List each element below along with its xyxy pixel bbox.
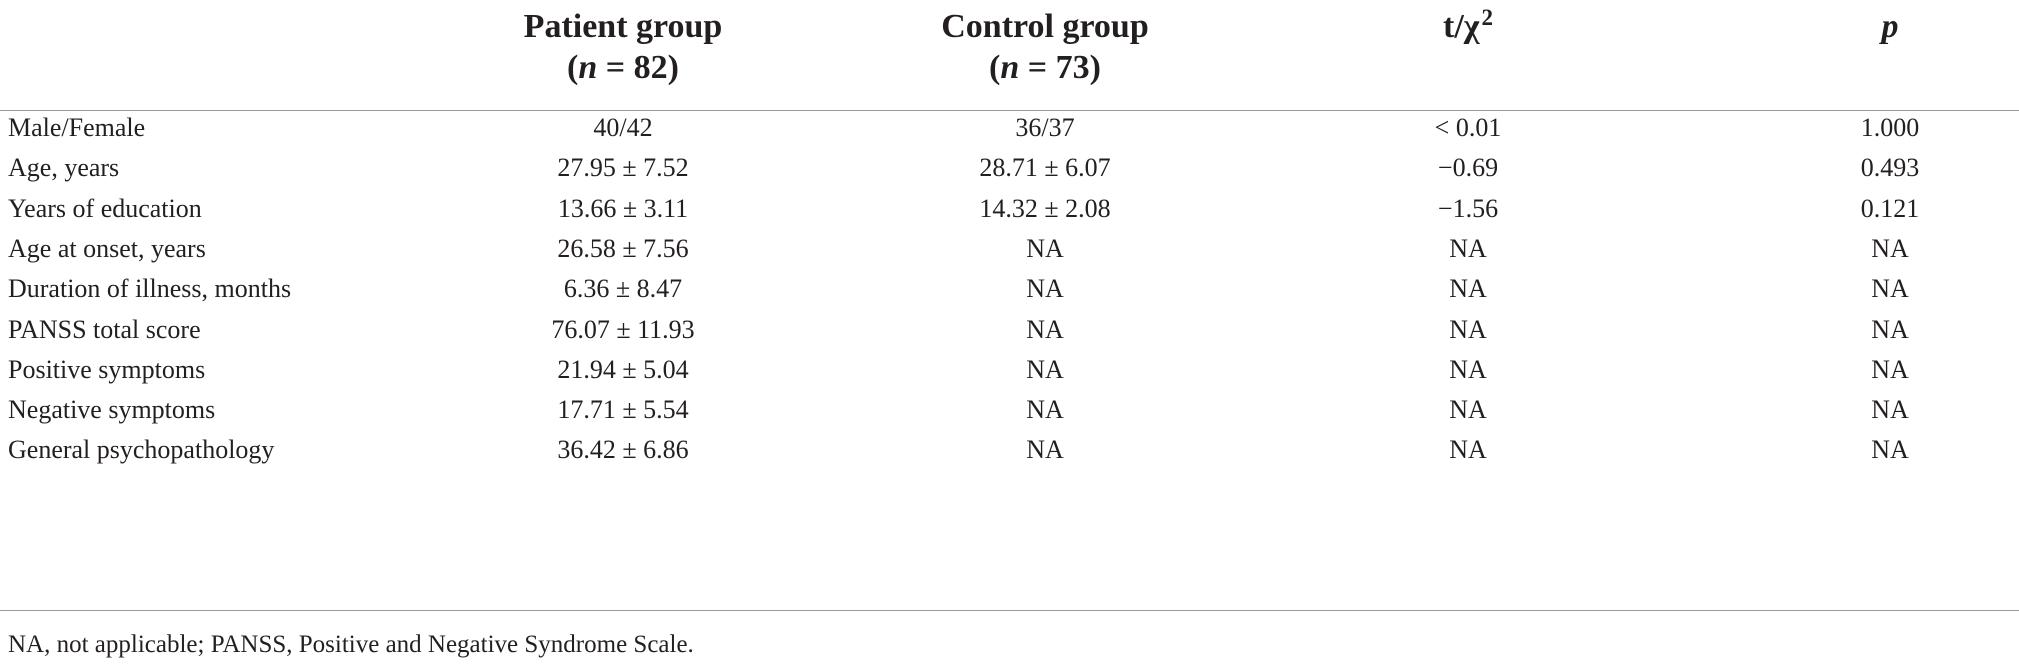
cell-control: NA	[1026, 274, 1064, 304]
cell-patient: 27.95 ± 7.52	[557, 153, 689, 183]
cell-label: Duration of illness, months	[8, 274, 292, 304]
cell-label: Age, years	[8, 153, 120, 183]
cell-p-value: NA	[1871, 233, 1909, 263]
cell-p-value: NA	[1871, 395, 1909, 425]
cell-control: 36/37	[1015, 113, 1075, 142]
cell-control: 28.71 ± 6.07	[979, 153, 1111, 183]
header-patient-title: Patient group	[523, 8, 723, 45]
header-control-n-var: n	[1000, 49, 1020, 86]
cell-p-value: 1.000	[1860, 113, 1920, 142]
header-control-n-val: = 73	[1019, 49, 1090, 86]
header-patient-n-var: n	[578, 49, 598, 86]
cell-statistic: NA	[1449, 274, 1487, 304]
cell-control: NA	[1026, 314, 1064, 344]
table-row: PANSS total score 76.07 ± 11.93 NA NA NA	[0, 304, 2019, 356]
cell-label: Positive symptoms	[8, 354, 206, 384]
cell-label: Negative symptoms	[8, 395, 216, 425]
cell-patient: 40/42	[593, 113, 653, 142]
cell-patient: 36.42 ± 6.86	[557, 435, 689, 465]
table-row: Male/Female 40/42 36/37 < 0.01 1.000	[0, 102, 2019, 154]
cell-label: Age at onset, years	[8, 233, 206, 263]
header-patient-n-val: = 82	[597, 49, 668, 86]
cell-label: Years of education	[8, 193, 202, 223]
cell-statistic: NA	[1449, 233, 1487, 263]
top-rule	[0, 110, 2019, 111]
table-row: General psychopathology 36.42 ± 6.86 NA NA N…	[0, 424, 2019, 476]
cell-p-value: NA	[1871, 435, 1909, 465]
header-test-statistic: t/χ2	[1318, 5, 1618, 50]
header-stat-sup: 2	[1481, 5, 1493, 30]
header-control-group: Control group (n = 73)	[895, 6, 1195, 88]
cell-statistic: NA	[1449, 435, 1487, 465]
header-stat-base: t/χ	[1443, 8, 1480, 45]
header-control-title: Control group	[941, 8, 1149, 45]
cell-p-value: 0.493	[1860, 153, 1920, 183]
cell-p-value: NA	[1871, 274, 1909, 304]
cell-p-value: NA	[1871, 354, 1909, 384]
cell-control: NA	[1026, 395, 1064, 425]
cell-patient: 26.58 ± 7.56	[557, 233, 689, 263]
header-p-label: p	[1881, 8, 1899, 45]
cell-patient: 21.94 ± 5.04	[557, 354, 689, 384]
cell-statistic: −0.69	[1437, 153, 1499, 183]
table-footnote: NA, not applicable; PANSS, Positive and …	[8, 631, 694, 658]
cell-control: NA	[1026, 435, 1064, 465]
cell-control: 14.32 ± 2.08	[979, 193, 1111, 223]
header-patient-group: Patient group (n = 82)	[473, 6, 773, 88]
cell-control: NA	[1026, 354, 1064, 384]
cell-patient: 17.71 ± 5.54	[557, 395, 689, 425]
cell-patient: 6.36 ± 8.47	[563, 274, 683, 304]
cell-statistic: NA	[1449, 395, 1487, 425]
table-row: Positive symptoms 21.94 ± 5.04 NA NA NA	[0, 344, 2019, 396]
bottom-rule	[0, 610, 2019, 611]
cell-statistic: < 0.01	[1434, 113, 1502, 142]
cell-p-value: 0.121	[1860, 193, 1920, 223]
cell-patient: 76.07 ± 11.93	[551, 314, 695, 344]
cell-label: Male/Female	[8, 113, 146, 142]
table-row: Duration of illness, months 6.36 ± 8.47 NA…	[0, 263, 2019, 315]
cell-label: PANSS total score	[8, 314, 201, 344]
cell-label: General psychopathology	[8, 435, 275, 465]
table-row: Negative symptoms 17.71 ± 5.54 NA NA NA	[0, 384, 2019, 436]
header-patient-n: (n = 82)	[567, 49, 679, 86]
cell-control: NA	[1026, 233, 1064, 263]
cell-statistic: NA	[1449, 354, 1487, 384]
table-row: Age, years 27.95 ± 7.52 28.71 ± 6.07 −0.69 0…	[0, 142, 2019, 194]
table-row: Years of education 13.66 ± 3.11 14.32 ± 2.…	[0, 183, 2019, 235]
table-row: Age at onset, years 26.58 ± 7.56 NA NA NA	[0, 223, 2019, 275]
cell-statistic: NA	[1449, 314, 1487, 344]
cell-patient: 13.66 ± 3.11	[557, 193, 689, 223]
header-control-n: (n = 73)	[989, 49, 1101, 86]
header-p-value: p	[1740, 6, 2019, 47]
cell-p-value: NA	[1871, 314, 1909, 344]
cell-statistic: −1.56	[1437, 193, 1499, 223]
